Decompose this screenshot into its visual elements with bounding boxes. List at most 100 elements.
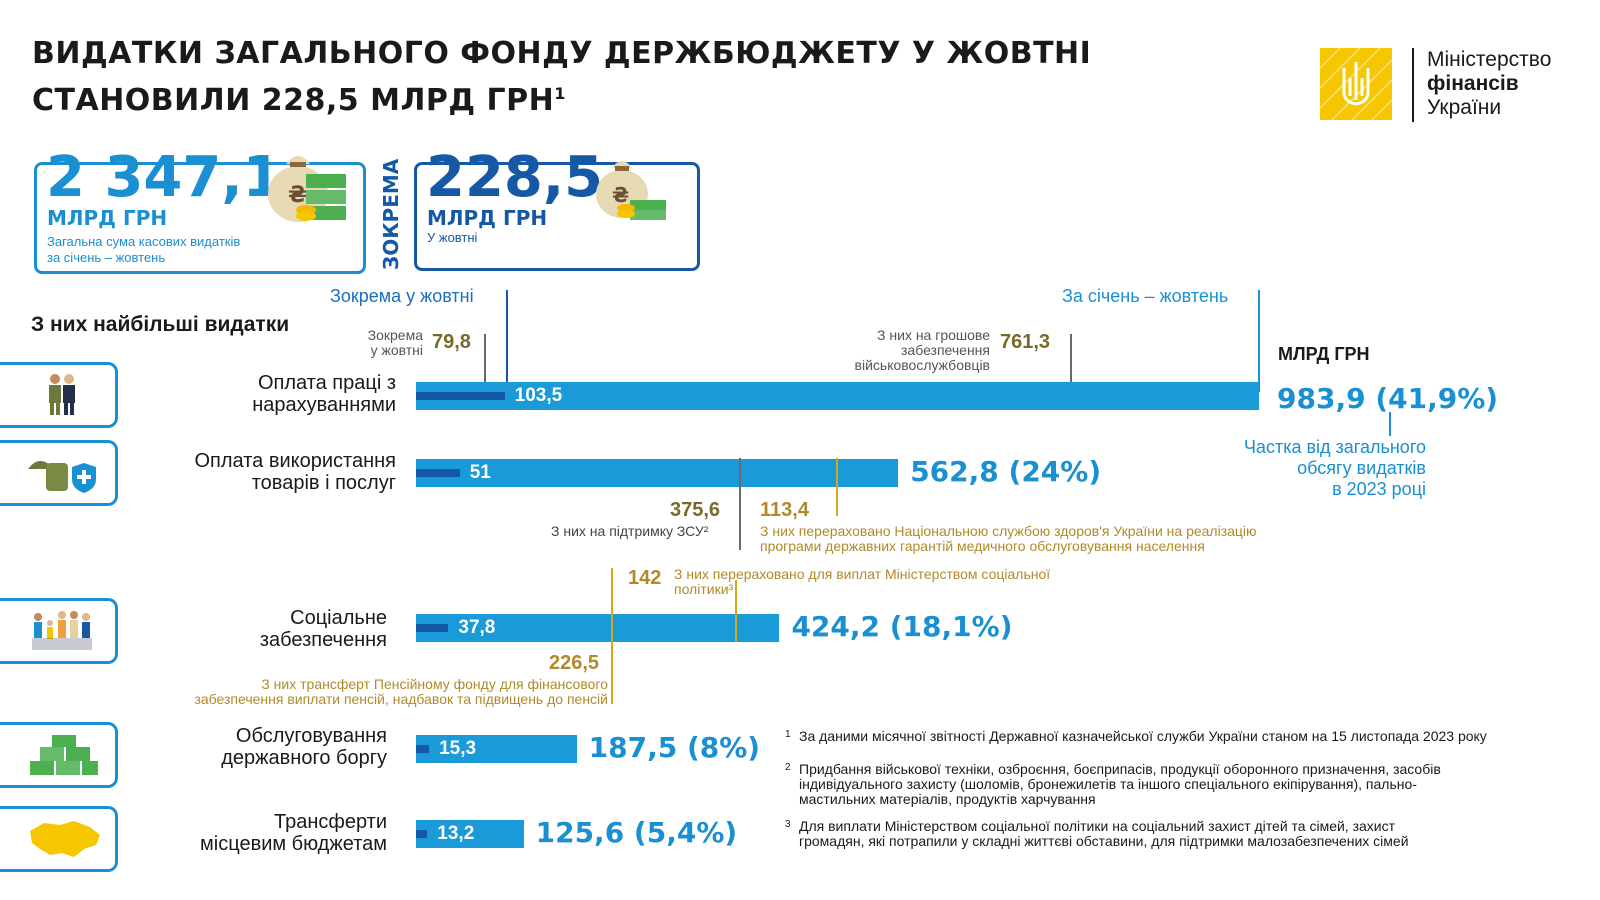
kpi-month-caption: У жовтні (427, 230, 478, 245)
footnote-3-line-2: громадян, які потрапили у складні життєв… (799, 833, 1409, 849)
footnote-2: 2 Придбання військової техніки, озброєнн… (785, 762, 1575, 807)
bar-total-label-wages: 983,9 (41,9%) (1277, 382, 1499, 415)
category-icon-wages (0, 362, 118, 428)
share-note: Частка від загального обсягу видатків в … (1244, 437, 1426, 500)
category-icon-goods (0, 440, 118, 506)
social-minsoc-note: З них перераховано для виплат Міністерст… (674, 567, 1050, 597)
title-line-1: ВИДАТКИ ЗАГАЛЬНОГО ФОНДУ ДЕРЖБЮДЖЕТУ У Ж… (32, 36, 1092, 71)
bar-total-label-transfers: 125,6 (5,4%) (535, 816, 738, 849)
kpi-total-caption-1: Загальна сума касових видатків (47, 234, 241, 249)
category-label-wages: Оплата праці з нарахуваннями (252, 372, 396, 416)
header-ytd: За січень – жовтень (1062, 286, 1229, 306)
category-icon-debt (0, 722, 118, 788)
bar-total-transfers (416, 820, 524, 848)
category-icon-transfers (0, 806, 118, 872)
footnote-3: 3 Для виплати Міністерством соціальної п… (785, 819, 1575, 849)
social-minsoc-note-1: З них перераховано для виплат Міністерст… (674, 566, 1051, 582)
wage-military-note-3: військовослужбовців (854, 357, 990, 373)
bar-total-goods (416, 459, 899, 487)
footnote-3-line-1: Для виплати Міністерством соціальної пол… (799, 818, 1396, 834)
share-connector (1389, 412, 1391, 436)
logo-line-1: Міністерство (1427, 48, 1552, 71)
ministry-name: Міністерство фінансів України (1427, 48, 1551, 120)
social-pension-value: 226,5 (549, 652, 600, 674)
logo-line-2: фінансів (1427, 72, 1519, 95)
social-minsoc-marker (735, 580, 737, 642)
social-pension-note-2: забезпечення виплати пенсій, надбавок та… (194, 691, 608, 707)
wage-military-value: 761,3 (1000, 331, 1051, 353)
ministry-logo (1319, 47, 1393, 121)
bar-month-label-debt: 15,3 (439, 738, 477, 759)
helmet-vest-shield-icon (28, 461, 96, 493)
bar-month-social (416, 624, 449, 632)
social-pension-note-1: З них трансферт Пенсійному фонду для фін… (261, 676, 608, 692)
svg-text:₴: ₴ (288, 183, 307, 208)
money-bag-icon: ₴ (268, 156, 346, 222)
goods-health-note-2: програми державних гарантій медичного об… (760, 538, 1205, 554)
bar-total-wages (416, 382, 1259, 410)
bar-month-goods (416, 469, 460, 477)
category-label-wages-2: нарахуваннями (252, 394, 396, 416)
goods-zsu-value: 375,6 (670, 499, 721, 521)
category-label-wages-1: Оплата праці з (257, 372, 396, 394)
footnote-1: 1 За даними місячної звітності Державної… (785, 729, 1575, 744)
wage-military-note-2: забезпечення (901, 342, 990, 358)
goods-health-note-1: З них перераховано Національною службою … (760, 523, 1257, 539)
category-label-social-2: забезпечення (259, 629, 387, 651)
footnote-2-line-2: індивідуального захисту (шоломів, бронеж… (799, 776, 1417, 792)
bar-month-wages (416, 392, 505, 400)
category-label-transfers-2: місцевим бюджетам (200, 833, 387, 855)
kpi-total-value: 2 347,1 (46, 145, 282, 210)
category-label-debt-1: Обслуговування (235, 725, 387, 747)
svg-text:₴: ₴ (612, 183, 629, 207)
category-label-debt-2: державного боргу (221, 747, 387, 769)
bar-total-debt (416, 735, 577, 763)
share-note-3: в 2023 році (1332, 479, 1426, 499)
category-label-social: Соціальне забезпечення (260, 607, 387, 651)
category-label-social-1: Соціальне (290, 607, 387, 629)
social-minsoc-note-2: політики³ (674, 581, 734, 597)
bar-month-label-wages: 103,5 (514, 385, 563, 406)
unit-label: МЛРД ГРН (1278, 344, 1370, 364)
wage-military-note-1: З них на грошове (877, 327, 990, 343)
category-label-transfers-1: Трансферти (274, 811, 387, 833)
category-label-goods-2: товарів і послуг (251, 472, 396, 494)
wage-month-note-1: Зокрема (367, 327, 423, 343)
money-stack-icon (30, 735, 98, 775)
wage-military-note: З них на грошове забезпечення військовос… (820, 328, 990, 373)
month-guide-line (506, 290, 508, 392)
category-label-transfers: Трансферти місцевим бюджетам (200, 811, 387, 855)
bar-month-debt (416, 745, 430, 753)
footnote-1-text: За даними місячної звітності Державної к… (799, 728, 1487, 744)
social-pension-marker (611, 568, 613, 704)
footnote-3-text: Для виплати Міністерством соціальної пол… (799, 819, 1409, 849)
kpi-total-caption-2: за січень – жовтень (47, 250, 166, 265)
money-bag-icon: ₴ (596, 161, 666, 220)
title-footnote-ref: 1 (554, 84, 566, 103)
zokrema-label: ЗОКРЕМА (379, 158, 403, 270)
family-icon (32, 611, 92, 650)
ukraine-map-icon (30, 821, 100, 857)
kpi-total-caption: Загальна сума касових видатків за січень… (47, 234, 240, 266)
footnote-2-line-3: мастильних матеріалів, продуктів харчува… (799, 791, 1096, 807)
footnote-3-number: 3 (785, 819, 791, 830)
footnote-1-number: 1 (785, 729, 791, 740)
goods-zsu-marker (739, 458, 741, 550)
bar-total-social (416, 614, 780, 642)
category-label-debt: Обслуговування державного боргу (221, 725, 387, 769)
footnote-2-number: 2 (785, 762, 791, 773)
wage-month-note: Зокрема у жовтні (345, 328, 423, 358)
footnote-2-text: Придбання військової техніки, озброєння,… (799, 762, 1441, 807)
wage-month-marker (484, 334, 486, 400)
title-line-2: СТАНОВИЛИ 228,5 МЛРД ГРН (32, 83, 555, 118)
people-icon (49, 374, 75, 415)
bar-month-transfers (416, 830, 428, 838)
wage-military-marker (1070, 334, 1072, 408)
share-note-2: обсягу видатків (1297, 458, 1426, 478)
bar-total-label-goods: 562,8 (24%) (910, 455, 1102, 488)
goods-health-marker (836, 458, 838, 516)
bar-month-label-transfers: 13,2 (437, 823, 475, 844)
goods-health-value: 113,4 (760, 499, 809, 521)
logo-line-3: України (1427, 96, 1502, 119)
category-label-goods-1: Оплата використання (194, 450, 396, 472)
